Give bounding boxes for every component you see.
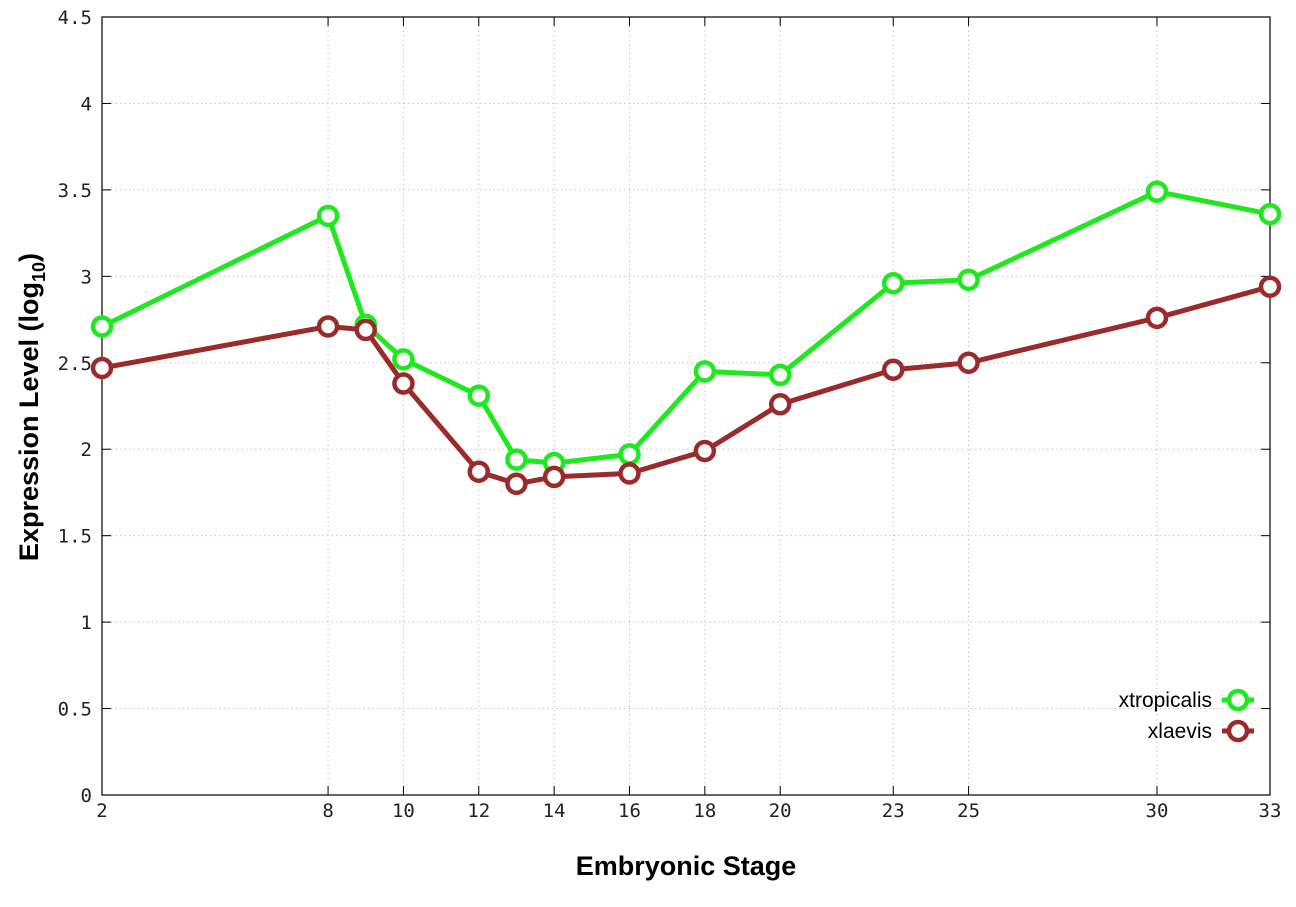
series-group bbox=[90, 180, 1282, 496]
data-point-xlaevis bbox=[881, 358, 905, 381]
y-tick-label: 1.5 bbox=[58, 526, 92, 548]
y-tick-label: 1 bbox=[81, 612, 92, 634]
data-point-xlaevis bbox=[1258, 275, 1282, 298]
y-tick-label: 0.5 bbox=[58, 699, 92, 721]
series-line-xlaevis bbox=[101, 284, 1271, 487]
data-point-xtropicalis bbox=[392, 348, 415, 371]
plot-frame bbox=[101, 16, 1271, 796]
grid bbox=[102, 17, 1270, 795]
x-tick-label: 14 bbox=[543, 800, 566, 822]
y-tick-label: 2 bbox=[81, 439, 92, 461]
x-tick-label: 2 bbox=[96, 800, 107, 822]
legend-label-xtropicalis: xtropicalis bbox=[1119, 689, 1212, 712]
x-tick-label: 20 bbox=[769, 800, 792, 822]
data-point-xtropicalis bbox=[1258, 202, 1282, 226]
x-tick-label: 10 bbox=[392, 800, 415, 822]
y-tick-label: 4 bbox=[81, 93, 92, 115]
data-point-xtropicalis bbox=[467, 384, 491, 407]
data-point-xtropicalis bbox=[881, 271, 905, 295]
legend-marker-xtropicalis bbox=[1226, 688, 1250, 712]
data-point-xlaevis bbox=[467, 460, 491, 483]
data-point-xlaevis bbox=[505, 472, 528, 496]
x-tick-label: 18 bbox=[693, 800, 716, 822]
data-point-xlaevis bbox=[392, 372, 415, 395]
data-point-xlaevis bbox=[354, 318, 377, 342]
x-tick-label: 16 bbox=[618, 800, 641, 822]
series-xlaevis bbox=[90, 275, 1282, 496]
y-axis-title: Expression Level (log10) bbox=[14, 253, 49, 561]
legend-marker-xlaevis bbox=[1226, 719, 1250, 743]
x-tick-label: 25 bbox=[957, 800, 980, 822]
legend: xtropicalis xlaevis bbox=[1119, 688, 1254, 743]
data-point-xtropicalis bbox=[90, 315, 114, 338]
x-tick-label: 23 bbox=[882, 800, 905, 822]
data-point-xlaevis bbox=[542, 465, 566, 489]
data-point-xlaevis bbox=[618, 462, 641, 485]
y-tick-label: 3.5 bbox=[58, 180, 92, 202]
data-point-xtropicalis bbox=[693, 360, 717, 383]
x-tick-label: 30 bbox=[1146, 800, 1169, 822]
data-point-xtropicalis bbox=[618, 443, 641, 466]
x-tick-label: 12 bbox=[467, 800, 490, 822]
data-point-xtropicalis bbox=[316, 204, 340, 228]
axes: 0 0.5 1 1.5 2 2.5 3 3.5 4 4.5 2 8 10 12 14 16 18 20 23 25 30… bbox=[58, 7, 1282, 822]
data-point-xlaevis bbox=[768, 393, 792, 416]
data-point-xtropicalis bbox=[505, 448, 528, 471]
y-axis-title-subscript: 10 bbox=[29, 262, 49, 282]
data-point-xlaevis bbox=[90, 356, 114, 380]
data-point-xlaevis bbox=[1145, 306, 1169, 330]
data-point-xlaevis bbox=[957, 351, 980, 375]
y-tick-label: 2.5 bbox=[58, 353, 92, 375]
x-tick-label: 33 bbox=[1259, 800, 1282, 822]
y-tick-label: 0 bbox=[81, 785, 92, 807]
series-xtropicalis bbox=[90, 180, 1282, 475]
y-tick-label: 4.5 bbox=[58, 7, 92, 29]
data-point-xlaevis bbox=[693, 439, 717, 463]
y-tick-label: 3 bbox=[81, 266, 92, 288]
x-axis-title: Embryonic Stage bbox=[576, 851, 797, 881]
data-point-xtropicalis bbox=[768, 363, 792, 387]
data-point-xlaevis bbox=[316, 315, 340, 338]
x-tick-label: 8 bbox=[322, 800, 333, 822]
series-line-xtropicalis bbox=[100, 189, 1271, 466]
legend-label-xlaevis: xlaevis bbox=[1148, 720, 1212, 743]
data-point-xtropicalis bbox=[1145, 180, 1169, 203]
data-point-xtropicalis bbox=[957, 268, 980, 292]
